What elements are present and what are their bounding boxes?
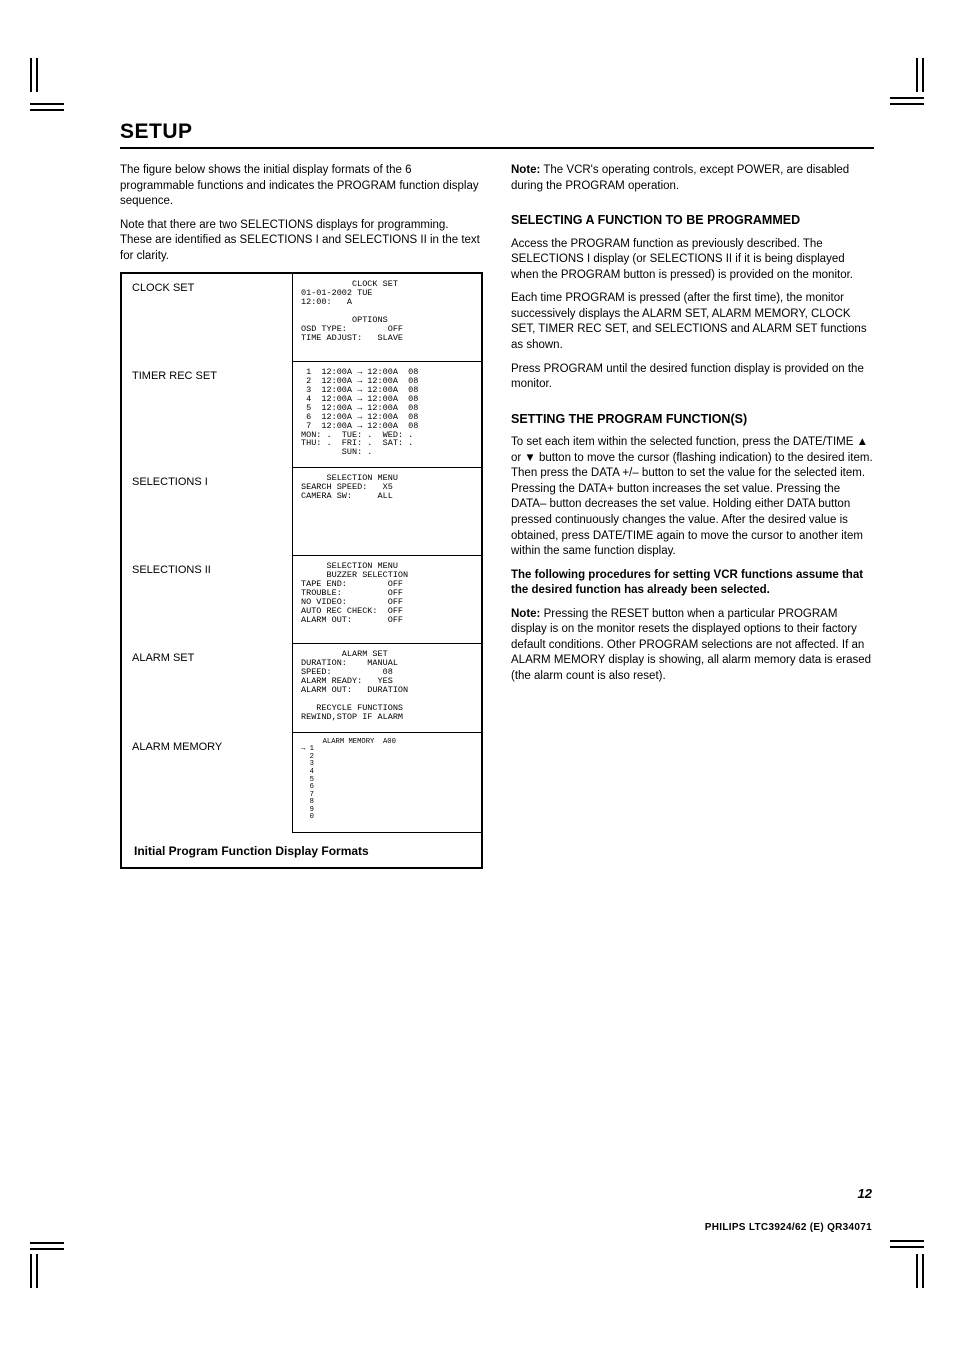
- page-root: SETUP The figure below shows the initial…: [0, 0, 954, 1351]
- heading-select-function: SELECTING A FUNCTION TO BE PROGRAMMED: [511, 212, 874, 229]
- display-label: ALARM SET: [122, 644, 292, 666]
- two-column-layout: The figure below shows the initial displ…: [120, 163, 874, 1241]
- crop-mark-top-left: [30, 58, 64, 115]
- display-row-sel2: SELECTIONS II SELECTION MENU BUZZER SELE…: [122, 556, 481, 644]
- display-label: SELECTIONS II: [122, 556, 292, 578]
- display-box: ALARM SET DURATION: MANUAL SPEED: 08 ALA…: [292, 644, 481, 732]
- note-2: Note: Pressing the RESET button when a p…: [511, 607, 874, 685]
- intro-para-1: The figure below shows the initial displ…: [120, 163, 483, 210]
- display-box: ALARM MEMORY A00 → 1 2 3 4 5 6 7 8 9 0: [292, 733, 481, 833]
- intro-para-2: Note that there are two SELECTIONS displ…: [120, 218, 483, 265]
- page-number: 12: [858, 1186, 872, 1201]
- bold-procedure-note: The following procedures for setting VCR…: [511, 568, 874, 599]
- stack-caption: Initial Program Function Display Formats: [122, 833, 481, 867]
- note-text: The VCR's operating controls, except POW…: [511, 164, 849, 192]
- crop-mark-top-right: [890, 58, 924, 111]
- heading-setting-functions: SETTING THE PROGRAM FUNCTION(S): [511, 411, 874, 428]
- display-box: 1 12:00A → 12:00A 08 2 12:00A → 12:00A 0…: [292, 362, 481, 468]
- note-label: Note:: [511, 608, 540, 620]
- display-box: SELECTION MENU BUZZER SELECTION TAPE END…: [292, 556, 481, 644]
- note-text: Pressing the RESET button when a particu…: [511, 608, 871, 682]
- display-label: ALARM MEMORY: [122, 733, 292, 755]
- para-select-3: Press PROGRAM until the desired function…: [511, 362, 874, 393]
- display-stack: CLOCK SET CLOCK SET 01-01-2002 TUE 12:00…: [120, 272, 483, 869]
- crop-mark-bottom-left: [30, 1236, 64, 1293]
- page-title: SETUP: [120, 120, 874, 149]
- display-label: SELECTIONS I: [122, 468, 292, 490]
- display-box: CLOCK SET 01-01-2002 TUE 12:00: A OPTION…: [292, 274, 481, 362]
- note-1: Note: The VCR's operating controls, exce…: [511, 163, 874, 194]
- footer-text: PHILIPS LTC3924/62 (E) QR34071: [705, 1222, 872, 1233]
- para-setting-1: To set each item within the selected fun…: [511, 435, 874, 559]
- display-row-timer: TIMER REC SET 1 12:00A → 12:00A 08 2 12:…: [122, 362, 481, 468]
- content-area: SETUP The figure below shows the initial…: [120, 120, 874, 1241]
- note-label: Note:: [511, 164, 540, 176]
- display-row-alarmmem: ALARM MEMORY ALARM MEMORY A00 → 1 2 3 4 …: [122, 733, 481, 833]
- para-select-1: Access the PROGRAM function as previousl…: [511, 237, 874, 284]
- para-select-2: Each time PROGRAM is pressed (after the …: [511, 291, 874, 353]
- crop-mark-bottom-right: [890, 1240, 924, 1293]
- display-row-clock: CLOCK SET CLOCK SET 01-01-2002 TUE 12:00…: [122, 274, 481, 362]
- display-label: CLOCK SET: [122, 274, 292, 296]
- display-row-sel1: SELECTIONS I SELECTION MENU SEARCH SPEED…: [122, 468, 481, 556]
- display-row-alarmset: ALARM SET ALARM SET DURATION: MANUAL SPE…: [122, 644, 481, 732]
- left-column: The figure below shows the initial displ…: [120, 163, 483, 1241]
- display-box: SELECTION MENU SEARCH SPEED: X5 CAMERA S…: [292, 468, 481, 556]
- display-label: TIMER REC SET: [122, 362, 292, 384]
- right-column: Note: The VCR's operating controls, exce…: [511, 163, 874, 1241]
